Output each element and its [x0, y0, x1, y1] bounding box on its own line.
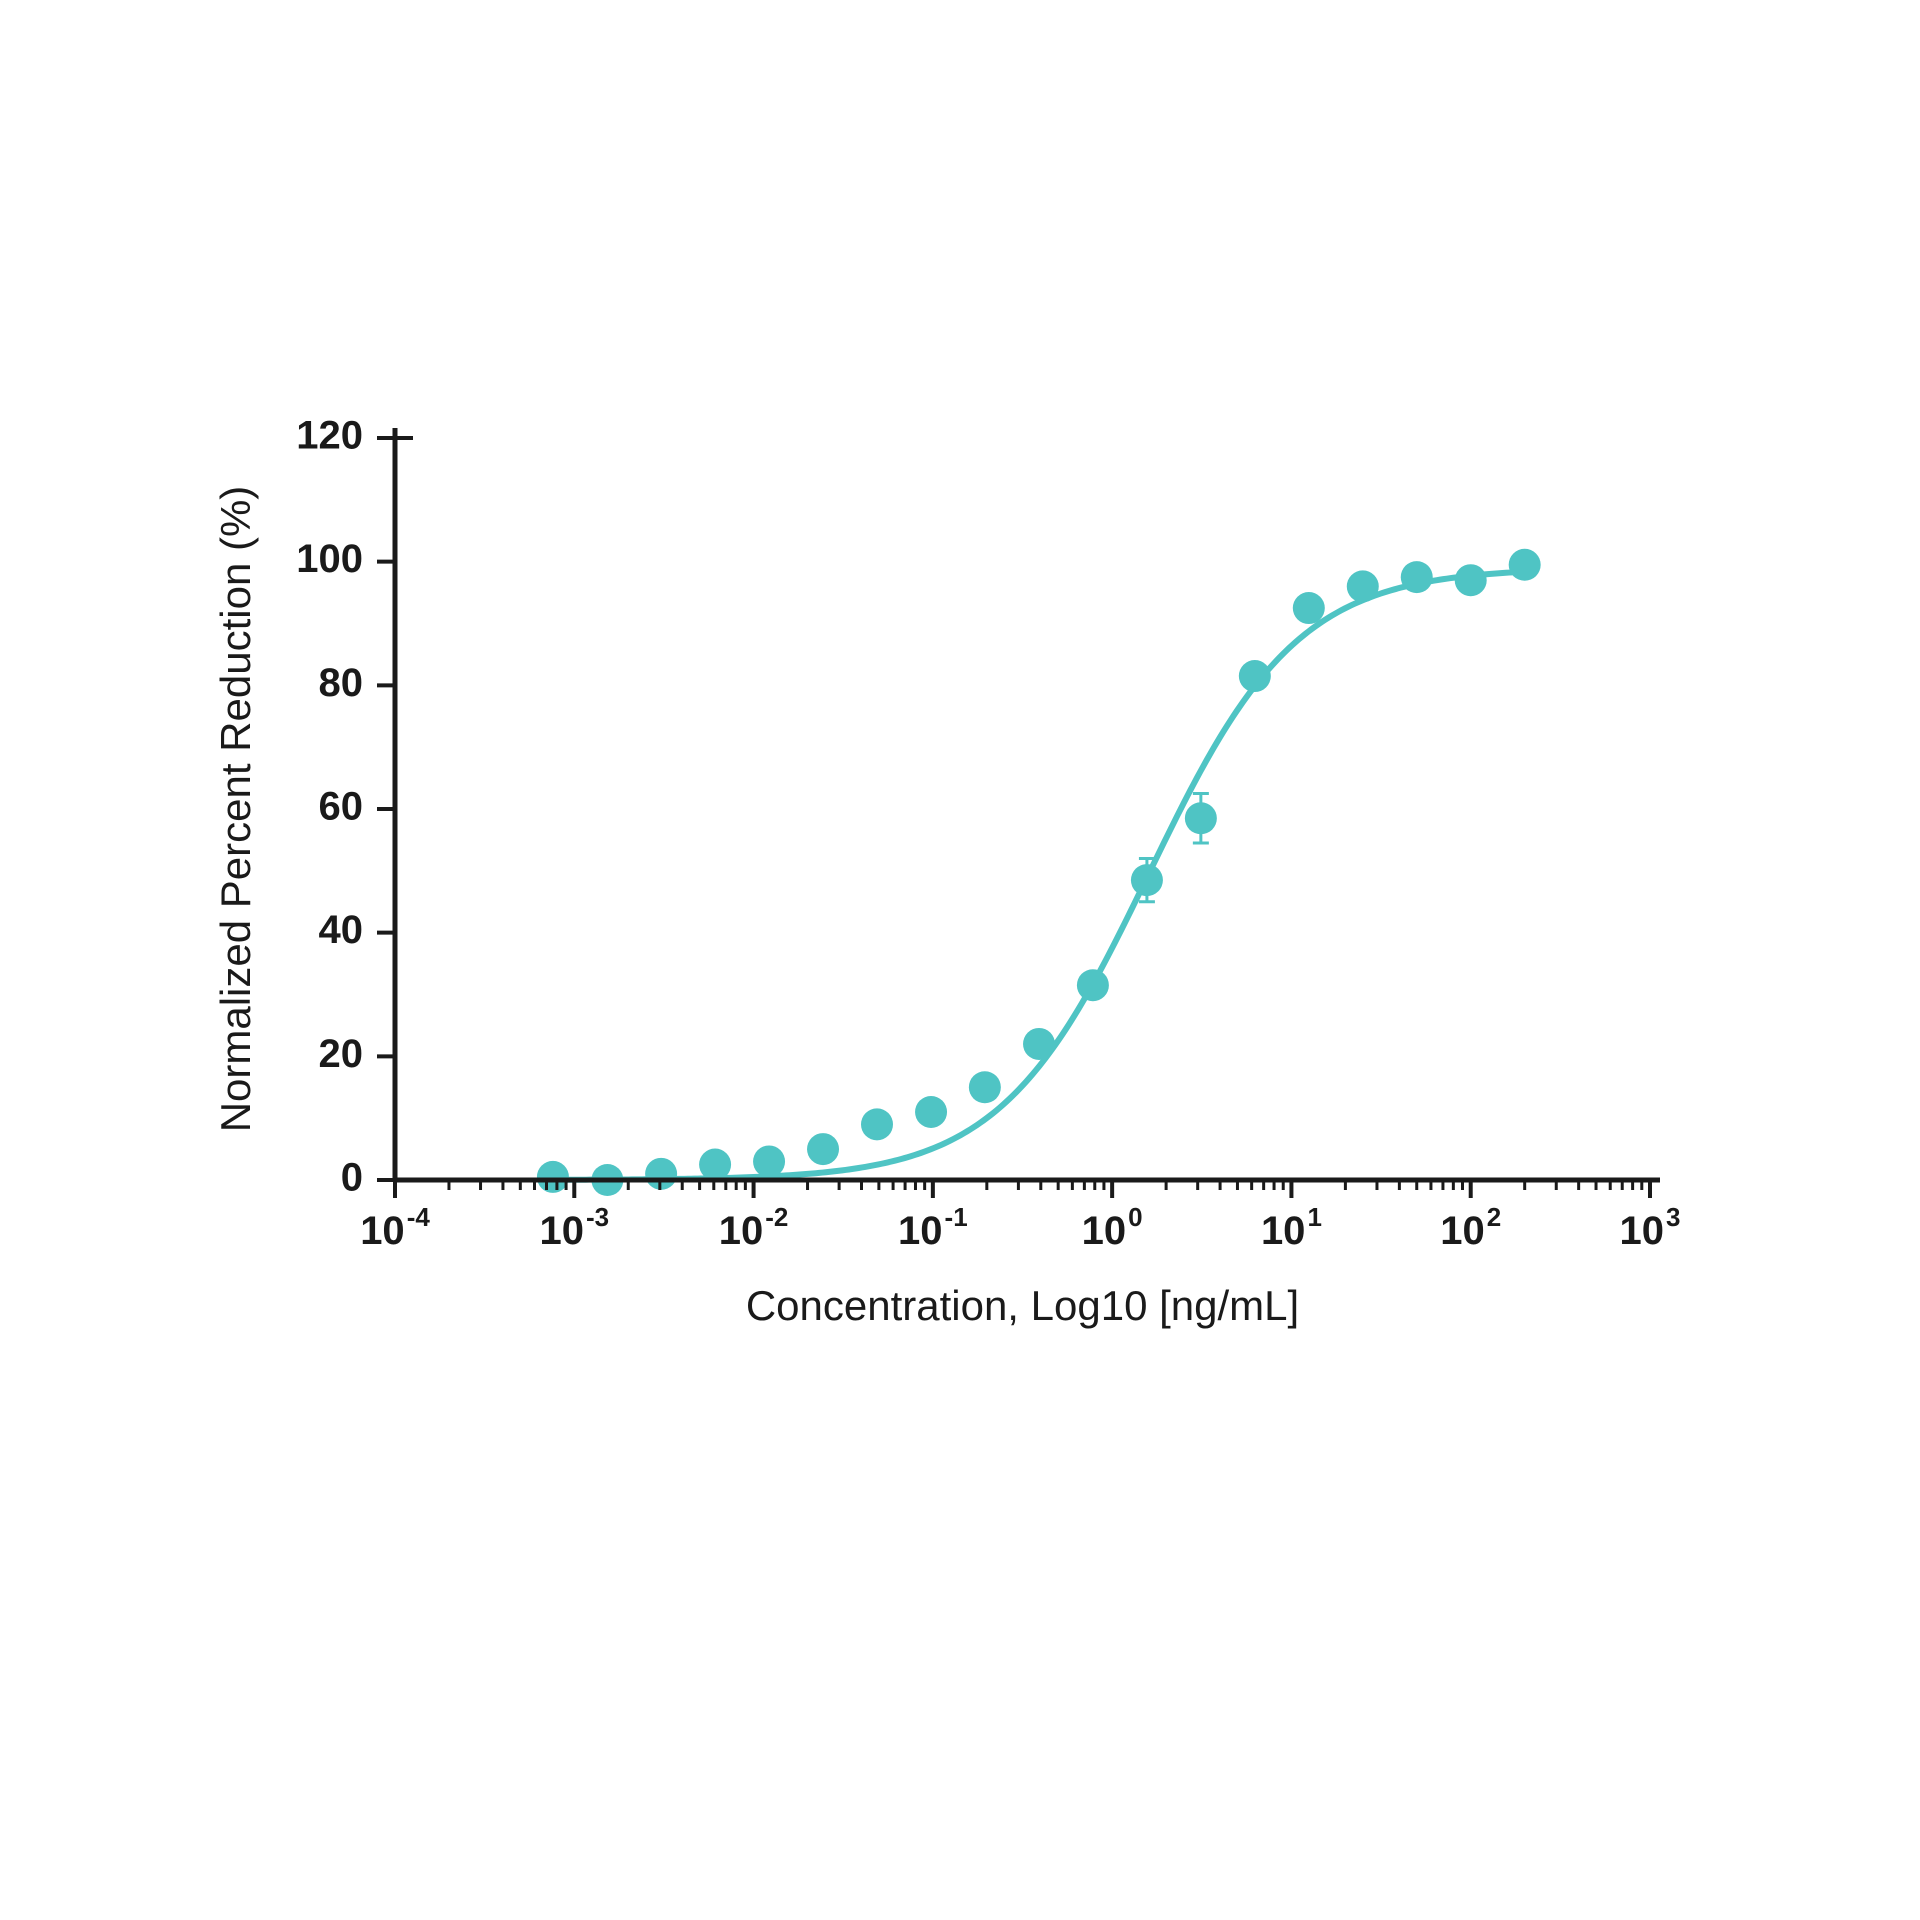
data-point — [969, 1071, 1001, 1103]
y-axis-label: Normalized Percent Reduction (%) — [212, 486, 259, 1133]
y-tick-label: 0 — [341, 1156, 363, 1200]
x-axis-label: Concentration, Log10 [ng/mL] — [746, 1282, 1299, 1329]
data-point — [1077, 969, 1109, 1001]
data-point — [915, 1096, 947, 1128]
data-point — [1185, 802, 1217, 834]
data-point — [753, 1145, 785, 1177]
y-tick-label: 60 — [319, 785, 364, 829]
data-point — [861, 1108, 893, 1140]
y-tick-label: 80 — [319, 661, 364, 705]
data-point — [1023, 1028, 1055, 1060]
dose-response-chart: 02040608010012010-410-310-210-1100101102… — [0, 0, 1920, 1920]
data-point — [1293, 592, 1325, 624]
data-point — [699, 1149, 731, 1181]
data-point — [1509, 549, 1541, 581]
y-tick-label: 100 — [296, 537, 363, 581]
y-tick-label: 20 — [319, 1032, 364, 1076]
y-tick-label: 40 — [319, 908, 364, 952]
data-point — [537, 1161, 569, 1193]
y-tick-label: 120 — [296, 414, 363, 458]
data-point — [807, 1133, 839, 1165]
data-point — [1239, 660, 1271, 692]
data-point — [1131, 864, 1163, 896]
data-point — [1455, 564, 1487, 596]
data-point — [1401, 561, 1433, 593]
data-point — [1347, 570, 1379, 602]
